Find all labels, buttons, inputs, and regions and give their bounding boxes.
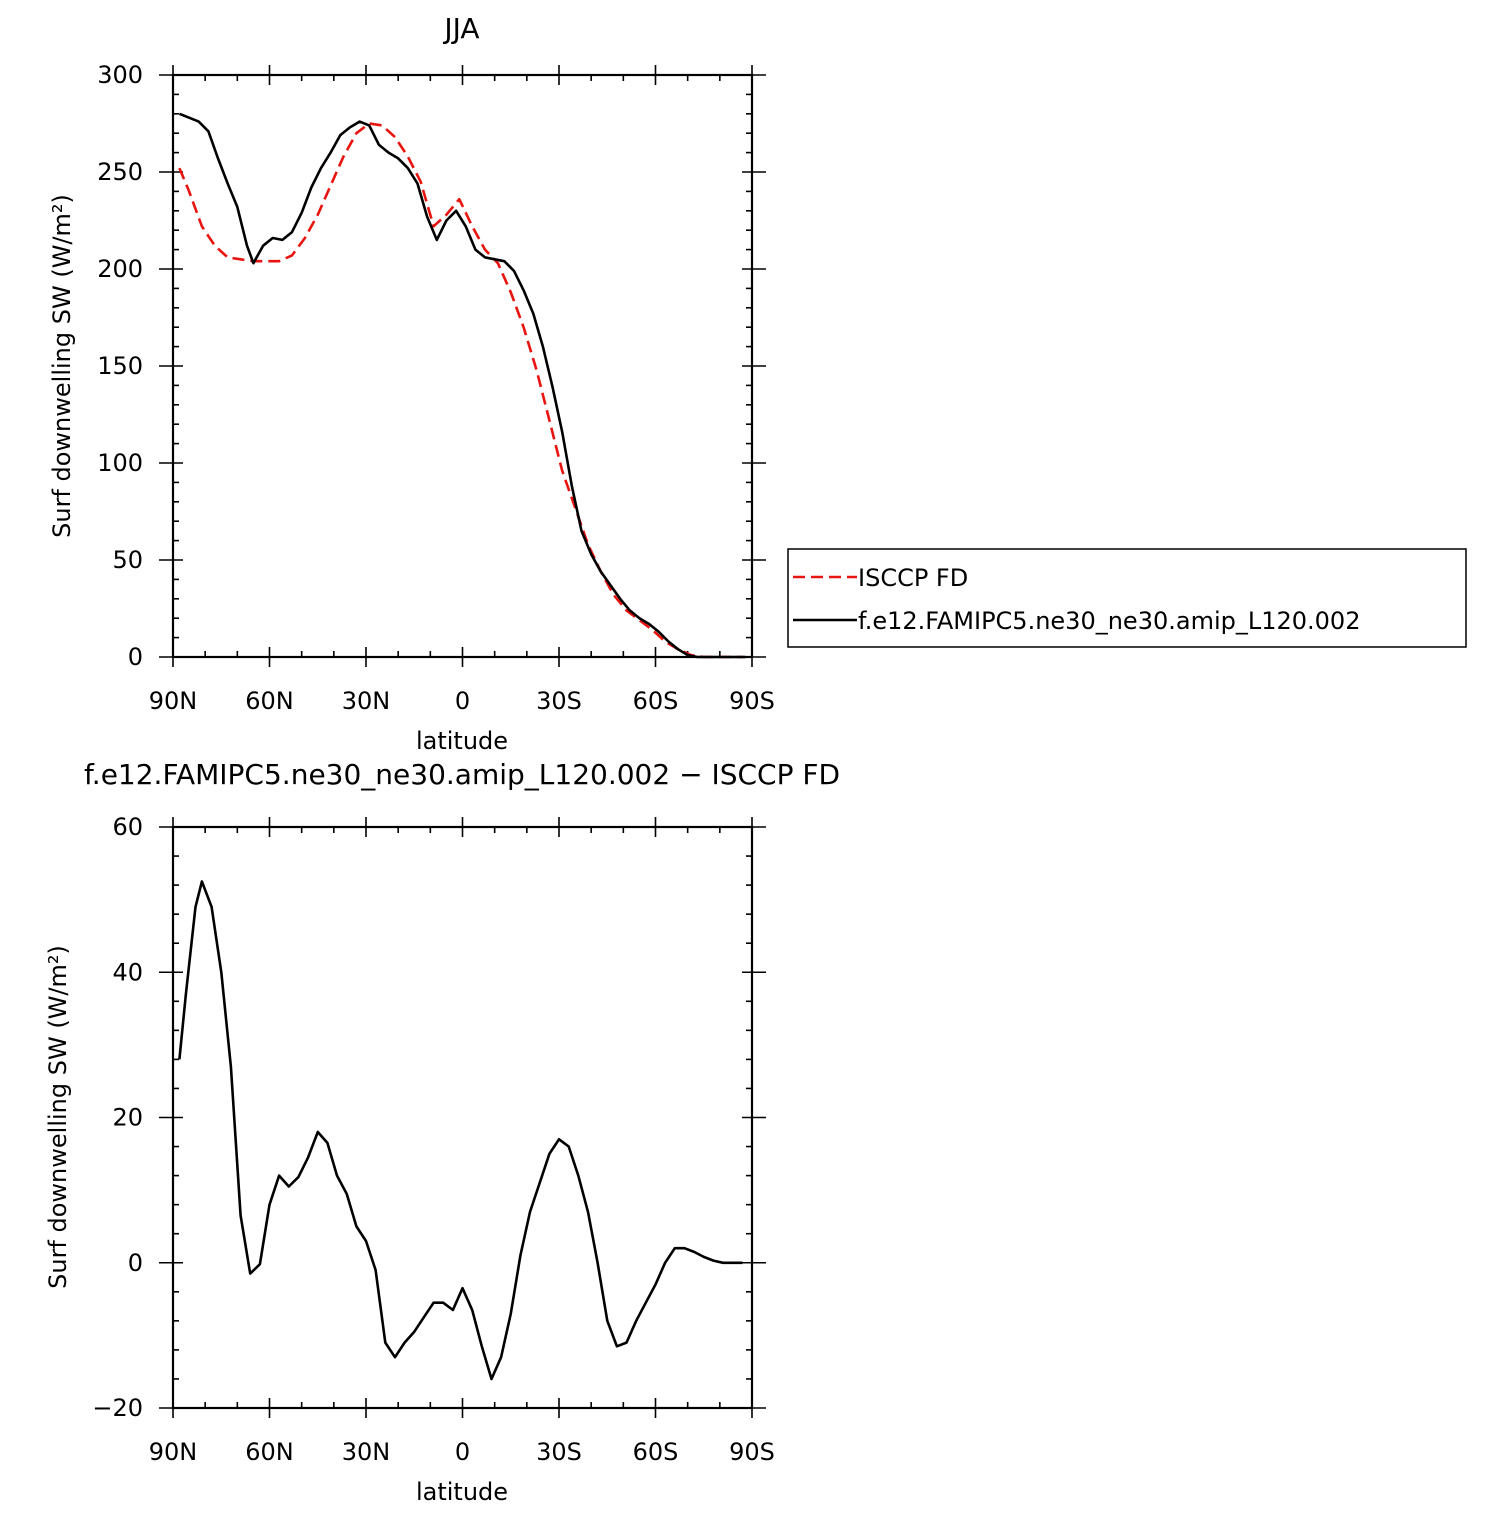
x-tick-label: 0	[455, 687, 470, 715]
bottom-panel-y-axis-label: Surf downwelling SW (W/m²)	[44, 945, 72, 1289]
bottom-panel: f.e12.FAMIPC5.ne30_ne30.amip_L120.002 − …	[44, 758, 840, 1506]
top-panel-legend: ISCCP FD f.e12.FAMIPC5.ne30_ne30.amip_L1…	[787, 548, 1467, 648]
x-tick-label: 60N	[245, 1438, 294, 1466]
y-tick-label: 60	[112, 813, 143, 841]
x-tick-label: 60S	[633, 1438, 679, 1466]
top-panel-plot-frame	[171, 73, 754, 659]
y-tick-label: 250	[97, 158, 143, 186]
series-line-model	[178, 880, 743, 1381]
y-tick-label: 0	[128, 643, 143, 671]
bottom-panel-x-axis-label: latitude	[416, 1478, 508, 1506]
top-panel-x-axis-label: latitude	[416, 727, 508, 755]
x-tick-label: 90N	[149, 687, 198, 715]
top-panel-title: JJA	[442, 12, 479, 45]
bottom-panel-y-tick-labels: −20 0 20 40 60	[92, 813, 143, 1422]
bottom-panel-plot-frame	[171, 825, 754, 1410]
y-tick-label: 40	[112, 958, 143, 986]
x-tick-label: 90S	[729, 687, 775, 715]
y-tick-label: 100	[97, 449, 143, 477]
y-tick-label: 0	[128, 1249, 143, 1277]
y-tick-label: 150	[97, 352, 143, 380]
x-tick-label: 30S	[536, 687, 582, 715]
legend-label-model: f.e12.FAMIPC5.ne30_ne30.amip_L120.002	[858, 607, 1360, 635]
x-tick-label: 0	[455, 1438, 470, 1466]
x-tick-label: 30S	[536, 1438, 582, 1466]
series-line-model	[178, 112, 746, 659]
top-panel-series	[178, 112, 746, 659]
bottom-panel-ticks	[159, 817, 766, 1418]
x-tick-label: 90S	[729, 1438, 775, 1466]
legend-label-isccp: ISCCP FD	[858, 564, 968, 592]
x-tick-label: 90N	[149, 1438, 198, 1466]
y-tick-label: 50	[112, 546, 143, 574]
top-panel: JJA 90N 60N 30N 0 30S 60S 90S 0 50 100 150 200 250 3…	[48, 12, 1467, 755]
bottom-panel-title: f.e12.FAMIPC5.ne30_ne30.amip_L120.002 − …	[84, 758, 840, 791]
legend-frame	[787, 548, 1467, 648]
x-tick-label: 30N	[342, 687, 391, 715]
x-tick-label: 60N	[245, 687, 294, 715]
top-panel-y-axis-label: Surf downwelling SW (W/m²)	[48, 194, 76, 538]
y-tick-label: 20	[112, 1104, 143, 1132]
bottom-panel-x-tick-labels: 90N 60N 30N 0 30S 60S 90S	[149, 1438, 775, 1466]
bottom-panel-series	[178, 880, 743, 1381]
top-panel-y-tick-labels: 0 50 100 150 200 250 300	[97, 61, 143, 671]
top-panel-x-tick-labels: 90N 60N 30N 0 30S 60S 90S	[149, 687, 775, 715]
y-tick-label: 300	[97, 61, 143, 89]
top-panel-ticks	[159, 65, 766, 667]
x-tick-label: 60S	[633, 687, 679, 715]
y-tick-label: 200	[97, 255, 143, 283]
x-tick-label: 30N	[342, 1438, 391, 1466]
series-line-isccp	[178, 122, 743, 659]
y-tick-label: −20	[92, 1394, 143, 1422]
